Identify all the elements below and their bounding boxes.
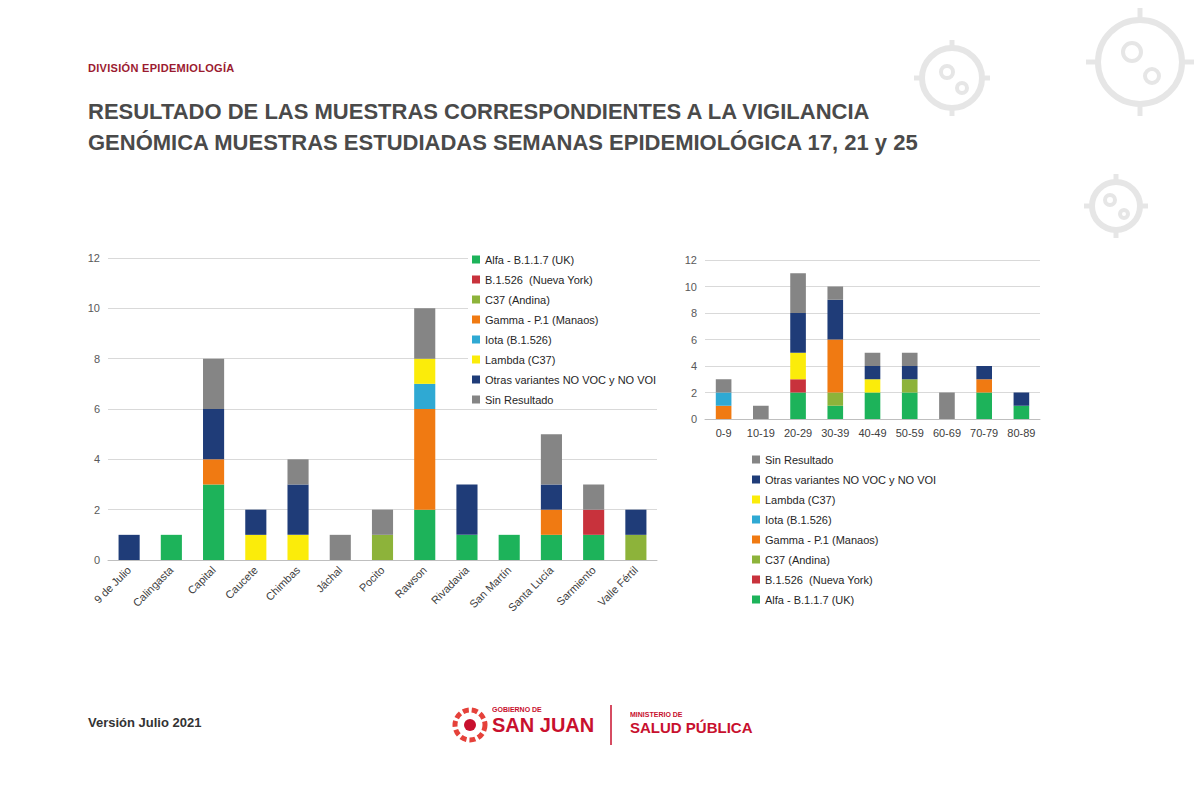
html-text:SAN JUAN: SAN JUAN — [492, 714, 595, 736]
svg-text:6: 6 — [691, 334, 697, 346]
svg-text:Lambda (C37): Lambda (C37) — [765, 494, 835, 506]
svg-text:Chimbas: Chimbas — [263, 563, 302, 602]
svg-text:Iota (B.1.526): Iota (B.1.526) — [485, 334, 552, 346]
svg-text:10: 10 — [88, 302, 100, 314]
html-text:SALUD PÚBLICA: SALUD PÚBLICA — [630, 719, 753, 736]
svg-text:San Martín: San Martín — [467, 563, 514, 611]
svg-text:Sarmiento: Sarmiento — [554, 564, 598, 608]
svg-text:30-39: 30-39 — [821, 427, 849, 439]
svg-text:Jáchal: Jáchal — [314, 564, 345, 595]
svg-text:10-19: 10-19 — [747, 427, 775, 439]
svg-text:2: 2 — [94, 504, 100, 516]
svg-text:40-49: 40-49 — [858, 427, 886, 439]
html-text:GOBIERNO DE: GOBIERNO DE — [492, 706, 542, 713]
svg-text:4: 4 — [691, 360, 697, 372]
svg-text:0: 0 — [94, 554, 100, 566]
svg-text:Lambda (C37): Lambda (C37) — [485, 354, 555, 366]
svg-text:8: 8 — [94, 353, 100, 365]
html-text:Versión Julio 2021: Versión Julio 2021 — [88, 715, 202, 730]
svg-text:Otras variantes NO VOC y NO VO: Otras variantes NO VOC y NO VOI — [485, 374, 656, 386]
svg-text:10: 10 — [685, 281, 697, 293]
svg-text:Sin Resultado: Sin Resultado — [765, 454, 834, 466]
svg-text:2: 2 — [691, 387, 697, 399]
svg-text:Gamma - P.1 (Manaos): Gamma - P.1 (Manaos) — [765, 534, 879, 546]
svg-text:70-79: 70-79 — [970, 427, 998, 439]
svg-text:Alfa - B.1.1.7 (UK): Alfa - B.1.1.7 (UK) — [485, 254, 574, 266]
svg-text:Capital: Capital — [185, 564, 218, 597]
svg-text:20-29: 20-29 — [784, 427, 812, 439]
svg-text:Calingasta: Calingasta — [130, 563, 176, 609]
svg-text:B.1.526 (Nueva York): B.1.526 (Nueva York) — [485, 274, 593, 286]
svg-text:12: 12 — [685, 254, 697, 266]
svg-text:Pocito: Pocito — [357, 564, 387, 594]
svg-text:Santa Lucía: Santa Lucía — [506, 563, 557, 614]
svg-text:0-9: 0-9 — [716, 427, 732, 439]
svg-text:Gamma - P.1 (Manaos): Gamma - P.1 (Manaos) — [485, 314, 599, 326]
svg-text:Rawson: Rawson — [392, 564, 429, 601]
svg-text:Iota (B.1.526): Iota (B.1.526) — [765, 514, 832, 526]
svg-text:4: 4 — [94, 453, 100, 465]
html-text:DIVISIÓN EPIDEMIOLOGÍA: DIVISIÓN EPIDEMIOLOGÍA — [88, 62, 235, 74]
svg-text:0: 0 — [691, 413, 697, 425]
svg-text:Sin Resultado: Sin Resultado — [485, 394, 554, 406]
svg-text:50-59: 50-59 — [896, 427, 924, 439]
svg-text:B.1.526 (Nueva York): B.1.526 (Nueva York) — [765, 574, 873, 586]
svg-text:Alfa - B.1.1.7 (UK): Alfa - B.1.1.7 (UK) — [765, 594, 854, 606]
svg-text:Rivadavia: Rivadavia — [429, 563, 472, 606]
svg-text:C37 (Andina): C37 (Andina) — [765, 554, 830, 566]
svg-text:Otras variantes NO VOC y NO VO: Otras variantes NO VOC y NO VOI — [765, 474, 936, 486]
html-text:RESULTADO DE LAS MUESTRAS CORR: RESULTADO DE LAS MUESTRAS CORRESPONDIENT… — [88, 99, 870, 124]
svg-text:Valle Fértil: Valle Fértil — [596, 564, 641, 609]
svg-text:Caucete: Caucete — [223, 564, 260, 601]
svg-text:60-69: 60-69 — [933, 427, 961, 439]
svg-text:9 de Julio: 9 de Julio — [92, 564, 134, 606]
svg-text:C37 (Andina): C37 (Andina) — [485, 294, 550, 306]
html-text:GENÓMICA MUESTRAS ESTUDIADAS S: GENÓMICA MUESTRAS ESTUDIADAS SEMANAS EPI… — [88, 130, 918, 155]
svg-text:6: 6 — [94, 403, 100, 415]
svg-text:12: 12 — [88, 252, 100, 264]
html-text:MINISTERIO DE: MINISTERIO DE — [630, 711, 683, 718]
svg-text:80-89: 80-89 — [1007, 427, 1035, 439]
svg-text:8: 8 — [691, 307, 697, 319]
